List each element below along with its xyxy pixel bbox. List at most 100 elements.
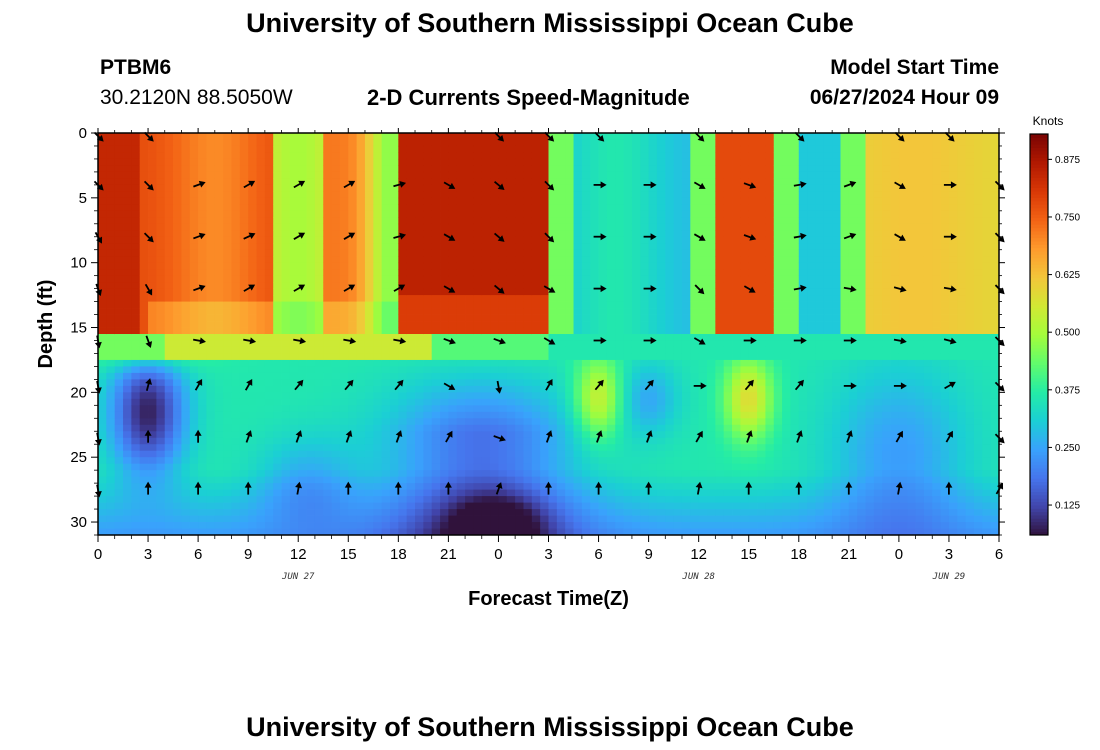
heatmap-cell	[548, 470, 558, 478]
heatmap-cell	[381, 405, 391, 413]
heatmap-cell	[515, 509, 524, 516]
heatmap-cell	[123, 392, 132, 400]
heatmap-cell	[381, 450, 391, 458]
heatmap-cell	[681, 483, 691, 491]
heatmap-cell	[598, 314, 608, 322]
heatmap-cell	[540, 133, 549, 140]
heatmap-cell	[323, 392, 332, 400]
heatmap-cell	[548, 158, 558, 166]
heatmap-cell	[757, 249, 766, 257]
heatmap-cell	[156, 372, 166, 380]
heatmap-cell	[156, 385, 166, 393]
heatmap-cell	[114, 223, 124, 231]
heatmap-cell	[306, 470, 316, 478]
heatmap-cell	[123, 139, 132, 147]
heatmap-cell	[423, 411, 433, 419]
heatmap-cell	[506, 256, 516, 264]
heatmap-cell	[656, 243, 666, 251]
heatmap-cell	[590, 243, 599, 251]
heatmap-cell	[398, 476, 408, 484]
heatmap-cell	[181, 334, 191, 341]
heatmap-cell	[123, 178, 132, 186]
heatmap-cell	[206, 314, 216, 322]
heatmap-cell	[707, 184, 716, 192]
heatmap-cell	[740, 385, 750, 393]
heatmap-cell	[548, 385, 558, 393]
heatmap-cell	[740, 502, 750, 510]
heatmap-cell	[681, 379, 691, 387]
heatmap-cell	[364, 509, 374, 516]
heatmap-cell	[556, 184, 566, 192]
heatmap-cell	[590, 502, 599, 510]
heatmap-cell	[214, 431, 224, 439]
heatmap-cell	[273, 411, 282, 419]
heatmap-cell	[598, 230, 608, 238]
heatmap-cell	[298, 152, 307, 160]
heatmap-cell	[256, 197, 266, 205]
heatmap-cell	[440, 223, 449, 231]
heatmap-cell	[498, 444, 508, 452]
heatmap-cell	[239, 372, 249, 380]
heatmap-cell	[423, 405, 433, 413]
heatmap-cell	[573, 184, 583, 192]
heatmap-cell	[114, 314, 124, 322]
heatmap-cell	[548, 411, 558, 419]
heatmap-cell	[573, 470, 583, 478]
heatmap-cell	[698, 145, 708, 153]
heatmap-cell	[598, 483, 608, 491]
heatmap-cell	[673, 243, 683, 251]
heatmap-cell	[748, 210, 758, 218]
heatmap-cell	[631, 418, 641, 426]
heatmap-cell	[323, 457, 332, 465]
heatmap-cell	[264, 502, 274, 510]
heatmap-cell	[648, 522, 658, 529]
heatmap-cell	[681, 528, 691, 536]
heatmap-cell	[164, 152, 174, 160]
heatmap-cell	[690, 509, 700, 516]
heatmap-cell	[732, 282, 741, 290]
heatmap-cell	[615, 418, 624, 426]
heatmap-cell	[673, 431, 683, 439]
heatmap-cell	[323, 295, 332, 302]
heatmap-cell	[164, 139, 174, 147]
heatmap-cell	[106, 158, 116, 166]
heatmap-cell	[364, 411, 374, 419]
heatmap-cell	[298, 463, 307, 471]
heatmap-cell	[206, 178, 216, 186]
heatmap-cell	[523, 359, 533, 367]
heatmap-cell	[540, 236, 549, 244]
heatmap-cell	[314, 515, 324, 523]
heatmap-cell	[231, 327, 241, 335]
heatmap-cell	[506, 496, 516, 503]
heatmap-cell	[98, 528, 107, 536]
heatmap-cell	[314, 379, 324, 387]
heatmap-cell	[381, 210, 391, 218]
heatmap-cell	[581, 210, 591, 218]
heatmap-cell	[364, 145, 374, 153]
heatmap-cell	[348, 334, 358, 341]
heatmap-cell	[573, 327, 583, 335]
heatmap-cell	[181, 230, 191, 238]
heatmap-cell	[590, 327, 599, 335]
heatmap-cell	[289, 385, 299, 393]
heatmap-cell	[640, 340, 650, 348]
heatmap-cell	[765, 230, 775, 238]
heatmap-cell	[156, 210, 166, 218]
heatmap-cell	[715, 184, 725, 192]
heatmap-cell	[665, 230, 675, 238]
heatmap-cell	[581, 424, 591, 432]
heatmap-cell	[298, 223, 307, 231]
heatmap-cell	[456, 321, 466, 328]
heatmap-cell	[123, 346, 132, 354]
heatmap-cell	[373, 171, 383, 179]
heatmap-cell	[181, 282, 191, 290]
heatmap-cell	[473, 405, 483, 413]
heatmap-cell	[465, 308, 474, 315]
heatmap-cell	[690, 483, 700, 491]
heatmap-cell	[556, 133, 566, 140]
heatmap-cell	[181, 437, 191, 445]
heatmap-cell	[765, 236, 775, 244]
heatmap-cell	[214, 269, 224, 277]
heatmap-cell	[348, 346, 358, 354]
heatmap-cell	[715, 353, 725, 361]
